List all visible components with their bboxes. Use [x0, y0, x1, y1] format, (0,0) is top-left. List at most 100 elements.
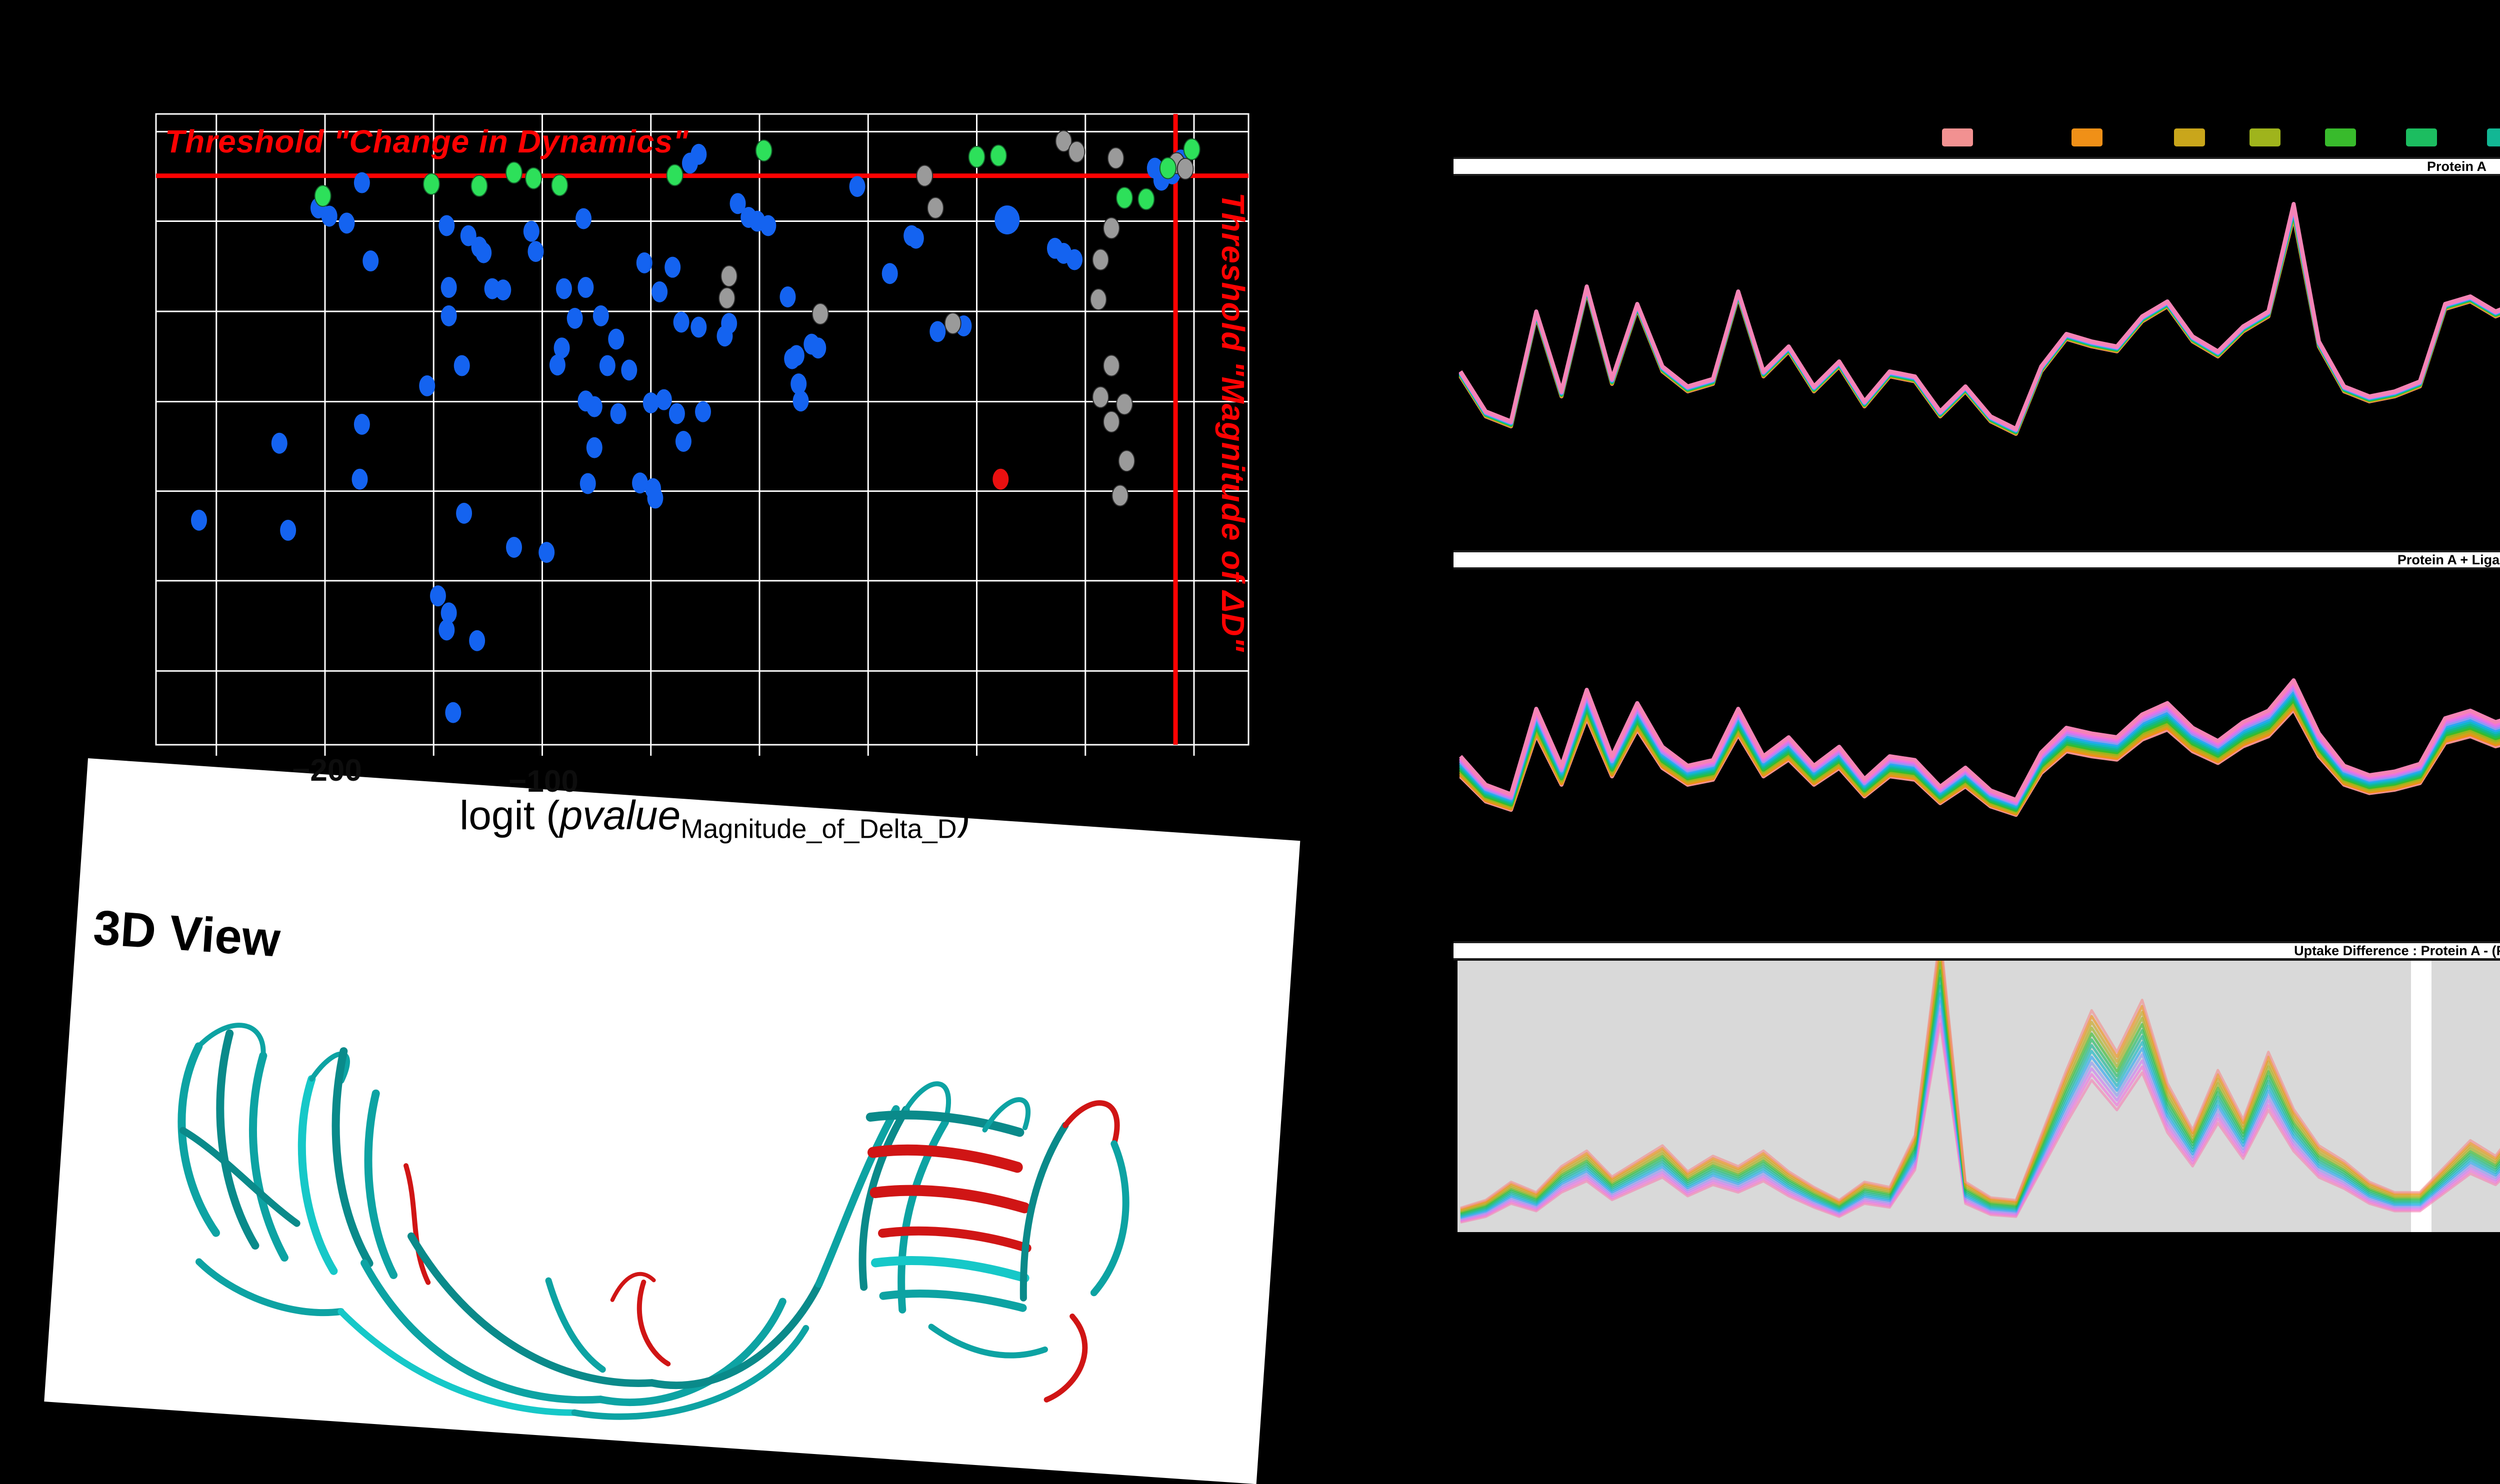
- scatter-point[interactable]: [586, 437, 602, 458]
- scatter-point[interactable]: [968, 145, 986, 168]
- scatter-point[interactable]: [599, 355, 616, 376]
- scatter-point[interactable]: [551, 174, 568, 196]
- scatter-point[interactable]: [810, 337, 826, 359]
- scatter-point[interactable]: [438, 619, 455, 641]
- scatter-point[interactable]: [1107, 147, 1124, 169]
- scatter-point[interactable]: [666, 164, 684, 186]
- scatter-point[interactable]: [440, 305, 457, 326]
- scatter-point[interactable]: [190, 509, 207, 531]
- scatter-point[interactable]: [621, 359, 638, 381]
- scatter-point[interactable]: [673, 311, 690, 333]
- scatter-point[interactable]: [528, 241, 544, 262]
- scatter-point[interactable]: [1090, 288, 1107, 311]
- scatter-point[interactable]: [632, 472, 648, 494]
- scatter-point[interactable]: [784, 348, 800, 369]
- scatter-point[interactable]: [992, 468, 1009, 490]
- scatter-point[interactable]: [1138, 188, 1155, 210]
- scatter-point[interactable]: [280, 519, 296, 541]
- scatter-point[interactable]: [1102, 354, 1120, 377]
- scatter-point[interactable]: [849, 176, 866, 197]
- scatter-point[interactable]: [760, 215, 776, 236]
- scatter-point[interactable]: [1116, 186, 1133, 209]
- scatter-point[interactable]: [1102, 217, 1120, 239]
- scatter-point[interactable]: [990, 144, 1007, 167]
- scatter-point[interactable]: [610, 403, 626, 424]
- uptake-chart-protein-a-ligand[interactable]: [1458, 570, 2500, 942]
- scatter-point[interactable]: [525, 167, 542, 189]
- scatter-point[interactable]: [1116, 393, 1133, 415]
- scatter-point[interactable]: [592, 305, 609, 326]
- scatter-point[interactable]: [608, 328, 624, 350]
- scatter-point[interactable]: [440, 277, 457, 298]
- scatter-point[interactable]: [755, 139, 772, 162]
- scatter-point[interactable]: [1066, 249, 1083, 270]
- legend-timepoint-swatch[interactable]: [2174, 128, 2205, 146]
- legend-timepoint-swatch[interactable]: [1942, 128, 1973, 146]
- scatter-point[interactable]: [523, 220, 540, 242]
- scatter-point[interactable]: [652, 281, 668, 302]
- scatter-point[interactable]: [445, 702, 462, 723]
- scatter-point[interactable]: [354, 172, 370, 193]
- scatter-point[interactable]: [675, 430, 692, 452]
- legend-timepoint-swatch[interactable]: [2325, 128, 2356, 146]
- scatter-point[interactable]: [882, 263, 898, 284]
- scatter-point[interactable]: [656, 389, 672, 410]
- scatter-point[interactable]: [578, 277, 594, 298]
- scatter-point[interactable]: [790, 373, 807, 395]
- scatter-point[interactable]: [456, 502, 472, 524]
- legend-timepoint-swatch[interactable]: [2250, 128, 2280, 146]
- scatter-point[interactable]: [506, 161, 523, 184]
- scatter-point[interactable]: [926, 197, 944, 219]
- scatter-point[interactable]: [460, 225, 476, 246]
- scatter-point[interactable]: [271, 432, 288, 454]
- scatter-point[interactable]: [470, 174, 488, 197]
- scatter-point[interactable]: [438, 215, 455, 236]
- scatter-point[interactable]: [908, 227, 924, 249]
- scatter-point[interactable]: [440, 602, 457, 624]
- scatter-point[interactable]: [1159, 157, 1176, 179]
- scatter-point[interactable]: [538, 542, 555, 563]
- scatter-point[interactable]: [780, 286, 796, 307]
- scatter-point[interactable]: [916, 164, 934, 187]
- scatter-point[interactable]: [430, 585, 446, 607]
- scatter-point[interactable]: [1112, 484, 1129, 507]
- scatter-point[interactable]: [576, 208, 592, 229]
- scatter-point[interactable]: [730, 193, 746, 214]
- scatter-point[interactable]: [566, 307, 583, 329]
- scatter-point[interactable]: [506, 536, 522, 558]
- scatter-point[interactable]: [812, 303, 829, 325]
- scatter-point[interactable]: [792, 390, 809, 412]
- scatter-point[interactable]: [720, 265, 738, 287]
- scatter-point[interactable]: [549, 354, 566, 376]
- scatter-point[interactable]: [718, 287, 736, 309]
- scatter-point[interactable]: [1183, 138, 1200, 160]
- scatter-point[interactable]: [721, 312, 738, 334]
- scatter-point[interactable]: [314, 185, 332, 207]
- scatter-point[interactable]: [994, 205, 1020, 235]
- scatter-point[interactable]: [422, 173, 440, 195]
- scatter-point[interactable]: [1068, 140, 1086, 163]
- uptake-difference-chart[interactable]: [1458, 961, 2500, 1232]
- scatter-point[interactable]: [690, 143, 707, 165]
- scatter-point[interactable]: [354, 413, 370, 435]
- scatter-point[interactable]: [944, 312, 962, 334]
- scatter-point[interactable]: [1102, 410, 1120, 433]
- legend-timepoint-swatch[interactable]: [2487, 128, 2500, 146]
- scatter-point[interactable]: [469, 630, 486, 651]
- scatter-point[interactable]: [362, 250, 379, 272]
- legend-timepoint-swatch[interactable]: [2406, 128, 2437, 146]
- scatter-point[interactable]: [695, 401, 712, 422]
- scatter-point[interactable]: [668, 403, 685, 424]
- scatter-point[interactable]: [930, 321, 946, 342]
- scatter-point[interactable]: [338, 212, 355, 234]
- scatter-point[interactable]: [454, 355, 470, 376]
- scatter-point[interactable]: [664, 256, 681, 278]
- volcano-plot[interactable]: [0, 0, 1280, 875]
- scatter-point[interactable]: [690, 316, 707, 338]
- uptake-chart-protein-a[interactable]: [1458, 176, 2500, 548]
- scatter-point[interactable]: [476, 242, 492, 263]
- scatter-point[interactable]: [419, 375, 436, 396]
- 3d-view-card[interactable]: 3D View: [44, 758, 1300, 1484]
- scatter-point[interactable]: [556, 278, 572, 299]
- scatter-point[interactable]: [642, 392, 659, 413]
